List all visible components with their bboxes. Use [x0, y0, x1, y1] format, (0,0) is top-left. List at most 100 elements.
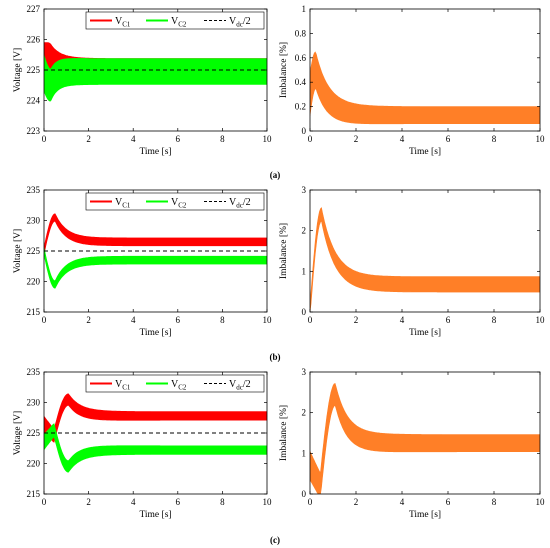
y-tick-label: 3 [302, 185, 307, 195]
x-tick-label: 6 [446, 315, 451, 325]
x-tick-label: 0 [42, 497, 47, 507]
legend-entry: VC1 [115, 16, 131, 29]
y-tick-label: 225 [27, 246, 41, 256]
y-tick-label: 1 [302, 448, 307, 458]
x-tick-label: 6 [176, 497, 181, 507]
legend: VC1 VC2 Vdc/2 [85, 11, 265, 30]
x-tick-label: 4 [131, 497, 136, 507]
y-tick-label: 215 [27, 489, 41, 499]
y-tick-label: 223 [27, 126, 41, 136]
y-axis-label: Imbalance [%] [279, 223, 289, 279]
x-tick-label: 2 [86, 315, 91, 325]
y-tick-label: 1 [302, 4, 307, 14]
y-tick-label: 0.2 [295, 102, 306, 112]
legend: VC1 VC2 Vdc/2 [85, 192, 265, 211]
x-tick-label: 0 [308, 497, 313, 507]
x-axis-label: Time [s] [409, 510, 441, 520]
x-tick-label: 0 [42, 134, 47, 144]
caption-a: (a) [270, 170, 281, 180]
x-tick-label: 6 [176, 134, 181, 144]
caption-c: (c) [270, 535, 280, 545]
x-tick-label: 2 [86, 497, 91, 507]
y-tick-label: 0.6 [295, 53, 307, 63]
chart-a-imbalance: 0 2 4 6 8 10 0 0.2 0.4 0.6 0.8 1 Time [s] Imbalance [… [279, 4, 545, 157]
y-tick-label: 235 [27, 185, 41, 195]
y-tick-label: 220 [27, 277, 41, 287]
series-imbalance-band [310, 207, 540, 312]
legend: VC1 VC2 Vdc/2 [85, 374, 265, 393]
y-tick-label: 0 [302, 489, 307, 499]
series-group [310, 51, 540, 125]
legend-entry: Vdc/2 [229, 379, 251, 392]
y-axis-label: Imbalance [%] [279, 42, 289, 98]
x-tick-label: 6 [446, 134, 451, 144]
y-tick-label: 224 [27, 96, 41, 106]
x-tick-label: 2 [354, 315, 359, 325]
legend-entry: VC2 [171, 197, 187, 210]
y-tick-label: 3 [302, 367, 307, 377]
x-tick-label: 6 [446, 497, 451, 507]
y-tick-label: 215 [27, 307, 41, 317]
y-tick-label: 0 [302, 307, 307, 317]
y-tick-label: 227 [27, 4, 41, 14]
legend-entry: Vdc/2 [229, 16, 251, 29]
chart-b-voltage: 0 2 4 6 8 10 215 220 225 230 235 Time [s] Voltage [V… [13, 185, 272, 338]
series-vc1-band [44, 213, 267, 255]
y-axis-label: Voltage [V] [13, 229, 23, 273]
y-tick-label: 0.8 [295, 28, 307, 38]
x-tick-label: 10 [536, 497, 546, 507]
x-axis-label: Time [s] [409, 328, 441, 338]
plot-frame [309, 189, 541, 313]
x-tick-label: 4 [400, 134, 405, 144]
legend-entry: VC2 [171, 379, 187, 392]
y-axis-label: Voltage [V] [13, 411, 23, 455]
y-tick-label: 2 [302, 408, 307, 418]
y-tick-label: 1 [302, 266, 307, 276]
legend-box [85, 374, 265, 393]
legend-entry: VC1 [115, 379, 131, 392]
y-tick-label: 2 [302, 226, 307, 236]
x-tick-label: 8 [220, 315, 225, 325]
legend-entry: Vdc/2 [229, 197, 251, 210]
x-tick-label: 10 [263, 315, 273, 325]
chart-c-imbalance: 0 2 4 6 8 10 0 1 2 3 Time [s] Imbalance [%] [279, 367, 545, 520]
y-tick-label: 230 [27, 216, 41, 226]
y-tick-label: 225 [27, 65, 41, 75]
y-tick-label: 225 [27, 428, 41, 438]
y-tick-label: 0.4 [295, 77, 307, 87]
chart-b-imbalance: 0 2 4 6 8 10 0 1 2 3 Time [s] Imbalance [%] [279, 185, 545, 338]
y-tick-label: 235 [27, 367, 41, 377]
y-tick-label: 230 [27, 398, 41, 408]
series-group [44, 42, 267, 102]
x-tick-label: 10 [263, 134, 273, 144]
series-vc1-band [44, 393, 267, 443]
x-tick-label: 10 [536, 134, 546, 144]
x-tick-label: 0 [308, 315, 313, 325]
chart-c-voltage: 0 2 4 6 8 10 215 220 225 230 235 Time [s] Voltage [V… [13, 367, 272, 520]
series-group [310, 207, 540, 312]
series-imbalance-band [310, 51, 540, 125]
x-tick-label: 10 [263, 497, 273, 507]
series-group [44, 213, 267, 289]
x-tick-label: 2 [86, 134, 91, 144]
x-tick-label: 6 [176, 315, 181, 325]
x-tick-label: 4 [131, 315, 136, 325]
x-tick-label: 10 [536, 315, 546, 325]
x-tick-label: 2 [354, 134, 359, 144]
x-tick-label: 8 [220, 134, 225, 144]
plot-frame [309, 8, 541, 132]
x-axis-label: Time [s] [139, 147, 171, 157]
series-group [310, 382, 540, 494]
x-tick-label: 8 [492, 315, 497, 325]
x-axis-label: Time [s] [139, 328, 171, 338]
x-tick-label: 8 [492, 134, 497, 144]
x-tick-label: 8 [492, 497, 497, 507]
chart-a-voltage: 0 2 4 6 8 10 223 224 225 226 227 Time [s] Voltage [V… [13, 4, 272, 157]
x-tick-label: 8 [220, 497, 225, 507]
x-tick-label: 2 [354, 497, 359, 507]
legend-box [85, 11, 265, 30]
x-tick-label: 0 [42, 315, 47, 325]
x-axis-label: Time [s] [139, 510, 171, 520]
